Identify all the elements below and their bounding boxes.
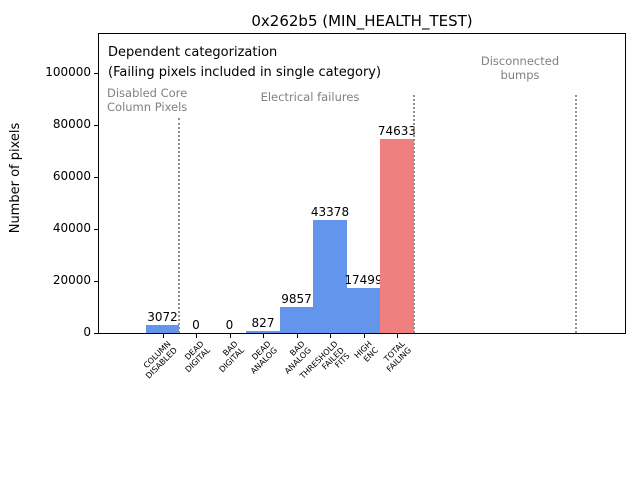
bar-value-label: 0	[192, 318, 200, 332]
y-axis-tick-label: 0	[83, 325, 91, 339]
x-axis-tick-mark	[196, 334, 197, 338]
section-separator-line	[574, 95, 577, 333]
y-axis-tick-mark	[94, 73, 98, 74]
x-axis-tick-mark	[330, 334, 331, 338]
y-axis-tick-label: 80000	[52, 117, 91, 131]
bar	[380, 139, 414, 333]
bar-value-label: 9857	[281, 292, 312, 306]
bar-value-label: 0	[225, 318, 234, 332]
y-axis-tick-label: 40000	[52, 221, 91, 235]
bar	[313, 220, 347, 333]
bar-value-label: 3072	[147, 310, 178, 324]
y-axis-tick-mark	[94, 229, 98, 230]
plot-area: Dependent categorization (Failing pixels…	[98, 33, 626, 334]
annotation-dependent-categorization: Dependent categorization	[108, 45, 278, 60]
annotation-disabled-core-line1: Disabled Core	[107, 86, 188, 100]
bar	[145, 325, 180, 333]
annotation-failing-pixels-note: (Failing pixels included in single categ…	[108, 65, 382, 80]
chart-title: 0x262b5 (MIN_HEALTH_TEST)	[251, 12, 473, 30]
bar-value-label: 17499	[344, 273, 383, 287]
x-axis-tick-mark	[397, 334, 398, 338]
bar-value-label: 43378	[310, 205, 350, 219]
bar	[279, 307, 314, 333]
section-separator-line	[178, 118, 181, 333]
y-axis-tick-mark	[94, 281, 98, 282]
y-axis-tick-label: 60000	[52, 169, 91, 183]
x-axis-tick-mark	[229, 334, 231, 338]
bar-value-label: 827	[251, 316, 275, 330]
y-axis-tick-label: 100000	[45, 65, 91, 79]
bar-value-label: 74633	[377, 124, 417, 138]
y-axis-tick-mark	[94, 333, 98, 334]
x-axis-tick-mark	[363, 334, 365, 338]
bar	[346, 288, 381, 333]
annotation-disconnected-line1: Disconnected	[480, 54, 560, 68]
annotation-disconnected-bumps: Disconnected bumps	[440, 54, 600, 82]
annotation-disabled-core-column-pixels: Disabled Core Column Pixels	[107, 86, 187, 114]
annotation-disconnected-line2: bumps	[500, 68, 540, 82]
y-axis-tick-mark	[94, 177, 98, 178]
annotation-electrical-failures: Electrical failures	[260, 90, 360, 104]
x-axis-tick-mark	[296, 334, 298, 338]
y-axis-tick-mark	[94, 125, 98, 126]
y-axis-tick-label: 20000	[52, 273, 91, 287]
section-separator-line	[412, 95, 415, 333]
bar	[246, 331, 280, 333]
x-axis-tick-mark	[162, 334, 164, 338]
annotation-disabled-core-line2: Column Pixels	[107, 100, 188, 114]
x-axis-tick-mark	[263, 334, 264, 338]
